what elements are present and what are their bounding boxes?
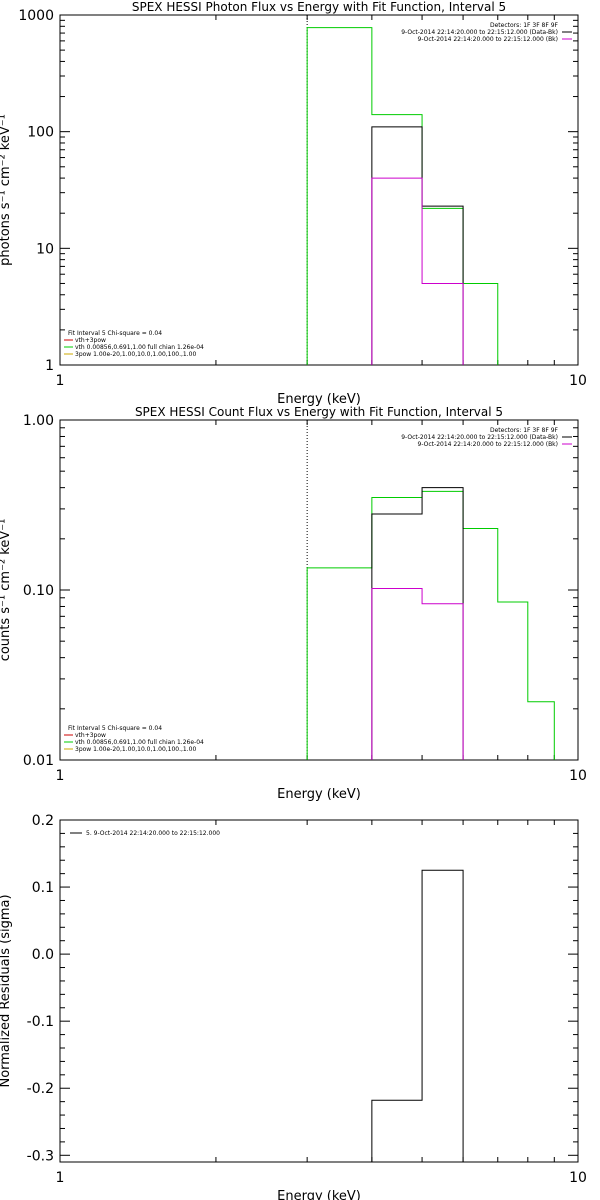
x-axis-label: Energy (keV) <box>277 392 361 407</box>
series-1 <box>371 869 464 1162</box>
y-axis-label: counts s⁻¹ cm⁻² keV⁻¹ <box>0 519 13 662</box>
series-2 <box>371 126 464 365</box>
plot-frame <box>59 419 579 761</box>
legend-entry: Fit Interval 5 Chi-square = 0.04 <box>68 330 162 337</box>
y-tick-label: 0.0 <box>32 947 54 963</box>
series-line <box>306 27 499 365</box>
x-tick-label: 10 <box>569 768 587 784</box>
legend-entry: vth 0.00856,0.691,1.00 full chian 1.26e-… <box>75 344 204 351</box>
y-tick-label: 0.2 <box>32 813 54 829</box>
x-tick-label: 1 <box>56 1170 65 1186</box>
y-tick-label: 0.10 <box>23 583 54 599</box>
legend-entry: Detectors: 1F 3F 8F 9F <box>490 22 559 29</box>
x-axis-label: Energy (keV) <box>277 1189 361 1200</box>
y-tick-label: 10 <box>36 241 54 257</box>
legend-entry: 5. 9-Oct-2014 22:14:20.000 to 22:15:12.0… <box>86 830 220 837</box>
series-3 <box>371 588 464 760</box>
panel-3: 1 10 0.2 0.1 0.0 -0.1 -0.2 -0.3 Energy (keV) Norm… <box>0 813 587 1200</box>
y-tick-label: 0.1 <box>32 880 54 896</box>
y-tick-label: 1 <box>45 358 54 374</box>
y-tick-label: -0.3 <box>27 1148 54 1164</box>
legend-entry: Detectors: 1F 3F 8F 9F <box>490 427 559 434</box>
legend-entry: 3pow 1.00e-20,1.00,10.0,1.00,100.,1.00 <box>75 351 196 358</box>
panel-2: 1 10 0.01 0.10 1.00 SPEX HESSI Count Flux vs … <box>0 405 587 802</box>
chart-title: SPEX HESSI Photon Flux vs Energy with Fi… <box>132 0 506 14</box>
series-line <box>371 177 464 365</box>
y-tick-label: -0.1 <box>27 1014 54 1030</box>
legend-entry: Fit Interval 5 Chi-square = 0.04 <box>68 725 162 732</box>
y-tick-label: 1.00 <box>23 413 54 429</box>
legend-entry: vth+3pow <box>75 337 106 344</box>
series-line <box>371 869 464 1162</box>
x-tick-label: 1 <box>56 768 65 784</box>
legend-entry: 3pow 1.00e-20,1.00,10.0,1.00,100.,1.00 <box>75 746 196 753</box>
x-tick-label: 10 <box>569 373 587 389</box>
series-3 <box>371 177 464 365</box>
plot-frame <box>59 14 579 366</box>
x-axis-label: Energy (keV) <box>277 787 361 802</box>
x-tick-label: 1 <box>56 373 65 389</box>
legend-entry: vth+3pow <box>75 732 106 739</box>
series-line <box>306 490 555 760</box>
panel-1: 1 10 1 10 100 1000 SPEX HESSI Photon Flux vs E… <box>0 0 587 407</box>
y-tick-label: 100 <box>27 125 54 141</box>
legend-entry: vth 0.00856,0.691,1.00 full chian 1.26e-… <box>75 739 204 746</box>
legend-entry: 9-Oct-2014 22:14:20.000 to 22:15:12.000 … <box>401 434 558 441</box>
y-tick-label: 0.01 <box>23 753 54 769</box>
y-axis-label: Normalized Residuals (sigma) <box>0 894 13 1087</box>
chart-title: SPEX HESSI Count Flux vs Energy with Fit… <box>135 405 503 419</box>
series-1 <box>306 27 499 365</box>
y-tick-label: -0.2 <box>27 1081 54 1097</box>
x-tick-label: 10 <box>569 1170 587 1186</box>
series-line <box>371 588 464 760</box>
plot-frame <box>59 819 579 1163</box>
series-2 <box>371 487 464 760</box>
y-tick-label: 1000 <box>18 8 54 24</box>
y-axis-label: photons s⁻¹ cm⁻² keV⁻¹ <box>0 114 13 266</box>
legend-entry: 9-Oct-2014 22:14:20.000 to 22:15:12.000 … <box>418 36 559 43</box>
series-line <box>371 487 464 760</box>
series-1 <box>306 490 555 760</box>
series-line <box>371 126 464 365</box>
legend-entry: 9-Oct-2014 22:14:20.000 to 22:15:12.000 … <box>418 441 559 448</box>
legend-entry: 9-Oct-2014 22:14:20.000 to 22:15:12.000 … <box>401 29 558 36</box>
